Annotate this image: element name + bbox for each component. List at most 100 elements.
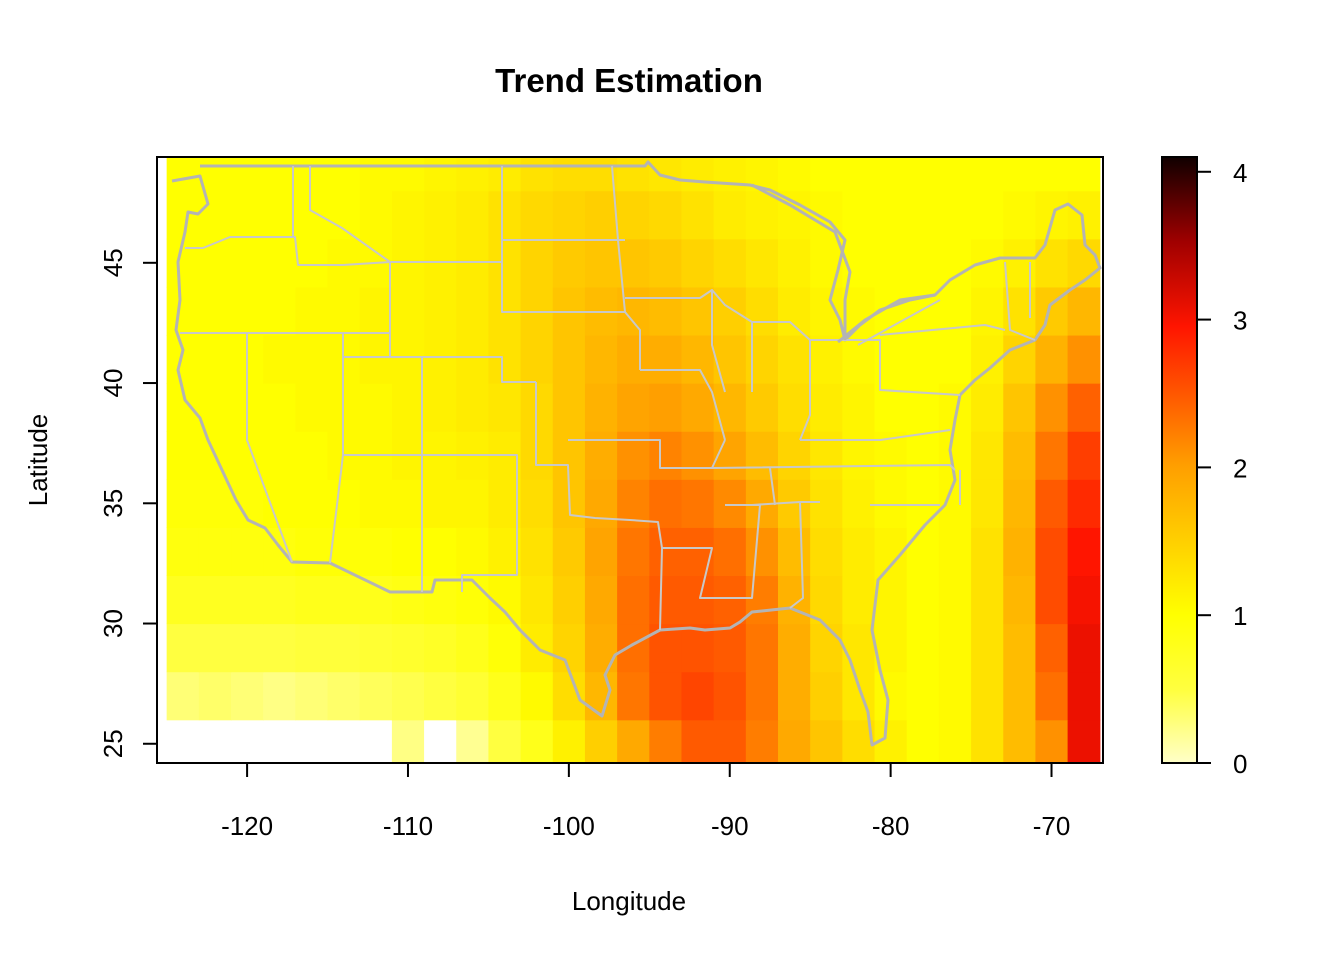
heat-cell	[391, 190, 425, 240]
heat-cell	[295, 190, 329, 240]
heat-cell	[424, 286, 457, 336]
heat-cell	[424, 334, 457, 384]
y-axis: 25 30 35 40 45	[98, 248, 157, 758]
heat-cell	[1003, 190, 1037, 240]
heat-cell	[745, 383, 779, 432]
heat-cell	[456, 623, 490, 673]
heat-cell	[745, 238, 779, 288]
heat-cell	[778, 157, 811, 192]
heat-cell	[359, 719, 393, 763]
heat-cell	[971, 431, 1004, 480]
heat-cell	[971, 383, 1004, 432]
heat-cell	[906, 527, 940, 577]
heat-cell	[713, 527, 747, 577]
heat-cell	[906, 383, 940, 432]
heat-cell	[424, 671, 457, 721]
heat-cell	[552, 157, 586, 192]
heat-cell	[1035, 671, 1069, 721]
plot-frame	[156, 156, 1104, 764]
heat-cell	[166, 190, 200, 240]
x-tick-label: -90	[711, 811, 749, 841]
heat-cell	[649, 157, 683, 192]
heat-cell	[1035, 238, 1069, 288]
heat-cell	[456, 286, 490, 336]
heat-cell	[810, 719, 843, 763]
colorbar-tick-label: 4	[1233, 158, 1247, 188]
x-tick-label: -70	[1033, 811, 1071, 841]
heat-cell	[231, 719, 264, 763]
heat-cell	[745, 334, 779, 384]
heat-cell	[745, 431, 779, 480]
heat-cell	[166, 334, 200, 384]
heat-cell	[810, 431, 843, 480]
heat-cell	[231, 157, 264, 192]
heat-cell	[681, 527, 715, 577]
heat-cell	[584, 719, 618, 763]
heat-cell	[938, 334, 972, 384]
heat-cell	[1003, 527, 1037, 577]
heat-cell	[681, 479, 715, 528]
heat-cell	[1067, 623, 1101, 673]
heat-cell	[359, 383, 393, 432]
heat-cell	[552, 190, 586, 240]
heat-cell	[681, 157, 715, 192]
heat-cell	[810, 383, 843, 432]
heat-cell	[327, 623, 361, 673]
heat-cell	[198, 719, 232, 763]
heat-cell	[1003, 431, 1037, 480]
heat-cell	[938, 238, 972, 288]
heat-cell	[263, 286, 296, 336]
heatmap-cells	[166, 157, 1101, 763]
heat-cell	[166, 431, 200, 480]
heat-cell	[649, 719, 683, 763]
heat-cell	[810, 527, 843, 577]
heat-cell	[1003, 575, 1037, 625]
heat-cell	[778, 286, 811, 336]
heat-cell	[906, 575, 940, 625]
heat-cell	[231, 527, 264, 577]
heat-cell	[520, 334, 554, 384]
heat-cell	[166, 157, 200, 192]
heat-cell	[359, 479, 393, 528]
heat-cell	[745, 719, 779, 763]
heat-cell	[649, 431, 683, 480]
heat-cell	[231, 286, 264, 336]
heat-cell	[649, 479, 683, 528]
heat-cell	[842, 431, 876, 480]
heat-cell	[263, 190, 296, 240]
heat-cell	[424, 383, 457, 432]
heat-cell	[327, 671, 361, 721]
heat-cell	[810, 157, 843, 192]
heat-cell	[198, 190, 232, 240]
heat-cell	[488, 157, 522, 192]
heat-cell	[166, 479, 200, 528]
heat-cell	[391, 286, 425, 336]
heat-cell	[198, 238, 232, 288]
heat-cell	[424, 623, 457, 673]
heat-cell	[584, 238, 618, 288]
x-axis: -120 -110 -100 -90 -80 -70	[221, 763, 1070, 841]
heat-cell	[713, 286, 747, 336]
heat-cell	[424, 157, 457, 192]
heat-cell	[552, 575, 586, 625]
heat-cell	[424, 479, 457, 528]
heat-cell	[810, 334, 843, 384]
heat-cell	[424, 575, 457, 625]
heat-cell	[745, 623, 779, 673]
heat-cell	[552, 383, 586, 432]
heat-cell	[520, 671, 554, 721]
heat-cell	[842, 527, 876, 577]
heat-cell	[649, 190, 683, 240]
heat-cell	[584, 334, 618, 384]
heat-cell	[424, 238, 457, 288]
heat-cell	[1067, 719, 1101, 763]
us-state-boundaries	[171, 160, 1102, 747]
heat-cell	[391, 575, 425, 625]
heat-cell	[456, 383, 490, 432]
x-tick-label: -100	[543, 811, 595, 841]
heat-cell	[1003, 238, 1037, 288]
heat-cell	[745, 575, 779, 625]
heat-cell	[778, 334, 811, 384]
heat-cell	[520, 190, 554, 240]
